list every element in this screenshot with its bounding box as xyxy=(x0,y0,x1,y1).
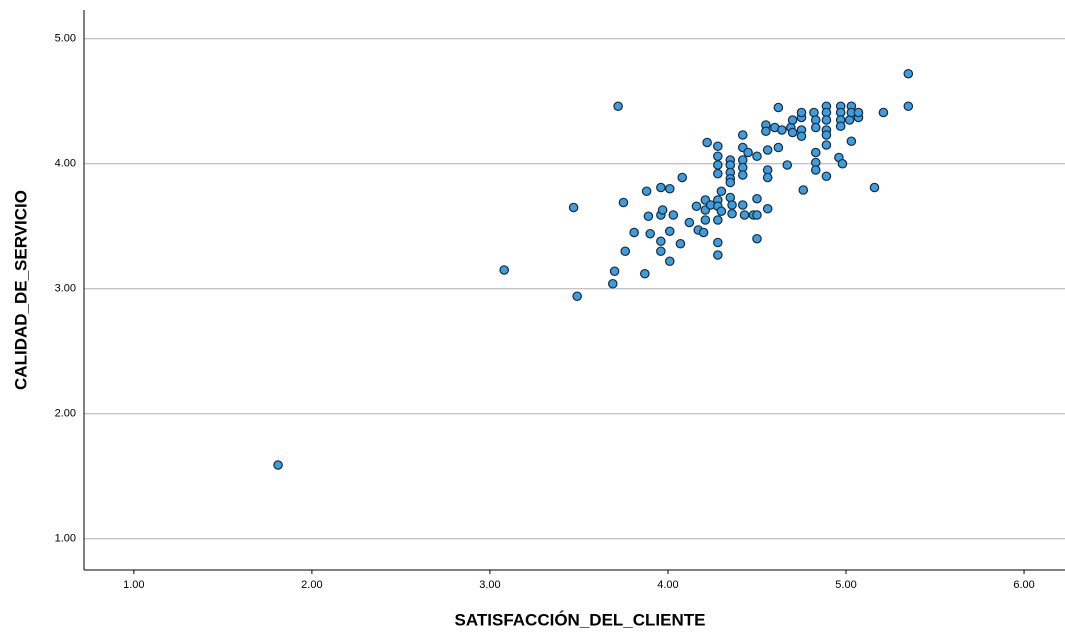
point xyxy=(821,140,832,150)
x-tick-label: 2.00 xyxy=(301,579,322,591)
point xyxy=(618,197,629,208)
point xyxy=(668,210,679,220)
point xyxy=(664,256,675,267)
point xyxy=(752,233,762,244)
point xyxy=(607,278,618,289)
x-tick-label: 1.00 xyxy=(123,579,144,591)
point xyxy=(773,102,784,113)
x-axis-title: SATISFACCIÓN_DEL_CLIENTE xyxy=(455,610,706,629)
y-tick-label: 4.00 xyxy=(55,158,76,170)
point xyxy=(798,185,809,195)
point xyxy=(727,208,737,219)
y-tick-label: 2.00 xyxy=(55,408,76,420)
point xyxy=(716,186,727,197)
point xyxy=(810,147,821,158)
point xyxy=(702,137,712,148)
point xyxy=(609,266,620,277)
point xyxy=(713,151,723,162)
point xyxy=(777,125,787,135)
point xyxy=(641,186,652,197)
point xyxy=(773,142,784,153)
point xyxy=(716,206,727,217)
point xyxy=(713,250,723,260)
point xyxy=(787,127,798,138)
point xyxy=(656,182,666,193)
point xyxy=(821,171,832,182)
point xyxy=(878,107,889,118)
y-tick-label: 5.00 xyxy=(55,33,76,45)
point xyxy=(629,227,639,238)
point xyxy=(869,182,880,193)
y-axis-title: CALIDAD_DE_SERVICIO xyxy=(11,190,30,390)
point xyxy=(499,265,509,275)
point xyxy=(835,121,846,132)
point xyxy=(837,158,848,169)
point xyxy=(762,172,773,183)
point xyxy=(713,237,723,248)
point xyxy=(762,145,773,155)
point xyxy=(273,460,283,470)
point xyxy=(761,126,771,137)
point xyxy=(737,170,748,180)
point xyxy=(664,226,675,237)
point xyxy=(568,202,579,213)
point xyxy=(620,246,631,257)
point xyxy=(713,168,723,179)
x-tick-label: 3.00 xyxy=(479,579,500,591)
point xyxy=(752,151,762,162)
point xyxy=(675,238,686,249)
point xyxy=(727,200,737,210)
point xyxy=(903,68,914,79)
point xyxy=(821,115,832,125)
point xyxy=(656,236,666,247)
y-tick-label: 1.00 xyxy=(55,533,76,545)
point xyxy=(713,141,723,152)
point xyxy=(645,228,655,239)
point xyxy=(762,203,773,214)
point xyxy=(737,200,748,210)
point xyxy=(810,165,821,175)
point xyxy=(796,131,807,142)
point xyxy=(796,107,807,118)
point xyxy=(743,147,753,158)
point xyxy=(657,205,668,215)
point xyxy=(752,210,762,220)
point xyxy=(691,201,702,212)
point xyxy=(700,215,711,225)
point xyxy=(737,130,748,140)
point xyxy=(739,210,750,220)
point xyxy=(903,101,914,112)
point xyxy=(782,160,793,170)
x-tick-label: 4.00 xyxy=(657,579,678,591)
point xyxy=(853,107,864,118)
point xyxy=(821,130,832,140)
point xyxy=(810,122,821,133)
point xyxy=(713,215,723,225)
point xyxy=(643,211,654,222)
point xyxy=(613,101,623,112)
point xyxy=(572,291,582,302)
x-tick-label: 6.00 xyxy=(1013,579,1034,591)
point xyxy=(725,177,736,188)
point xyxy=(713,160,723,170)
point xyxy=(752,193,762,204)
point xyxy=(656,246,666,257)
point xyxy=(684,217,695,228)
point xyxy=(677,172,688,183)
point xyxy=(664,183,675,194)
y-tick-label: 3.00 xyxy=(55,283,76,295)
point xyxy=(846,136,857,147)
point xyxy=(787,115,798,125)
point xyxy=(640,268,650,279)
x-tick-label: 5.00 xyxy=(835,579,856,591)
point xyxy=(698,227,709,238)
